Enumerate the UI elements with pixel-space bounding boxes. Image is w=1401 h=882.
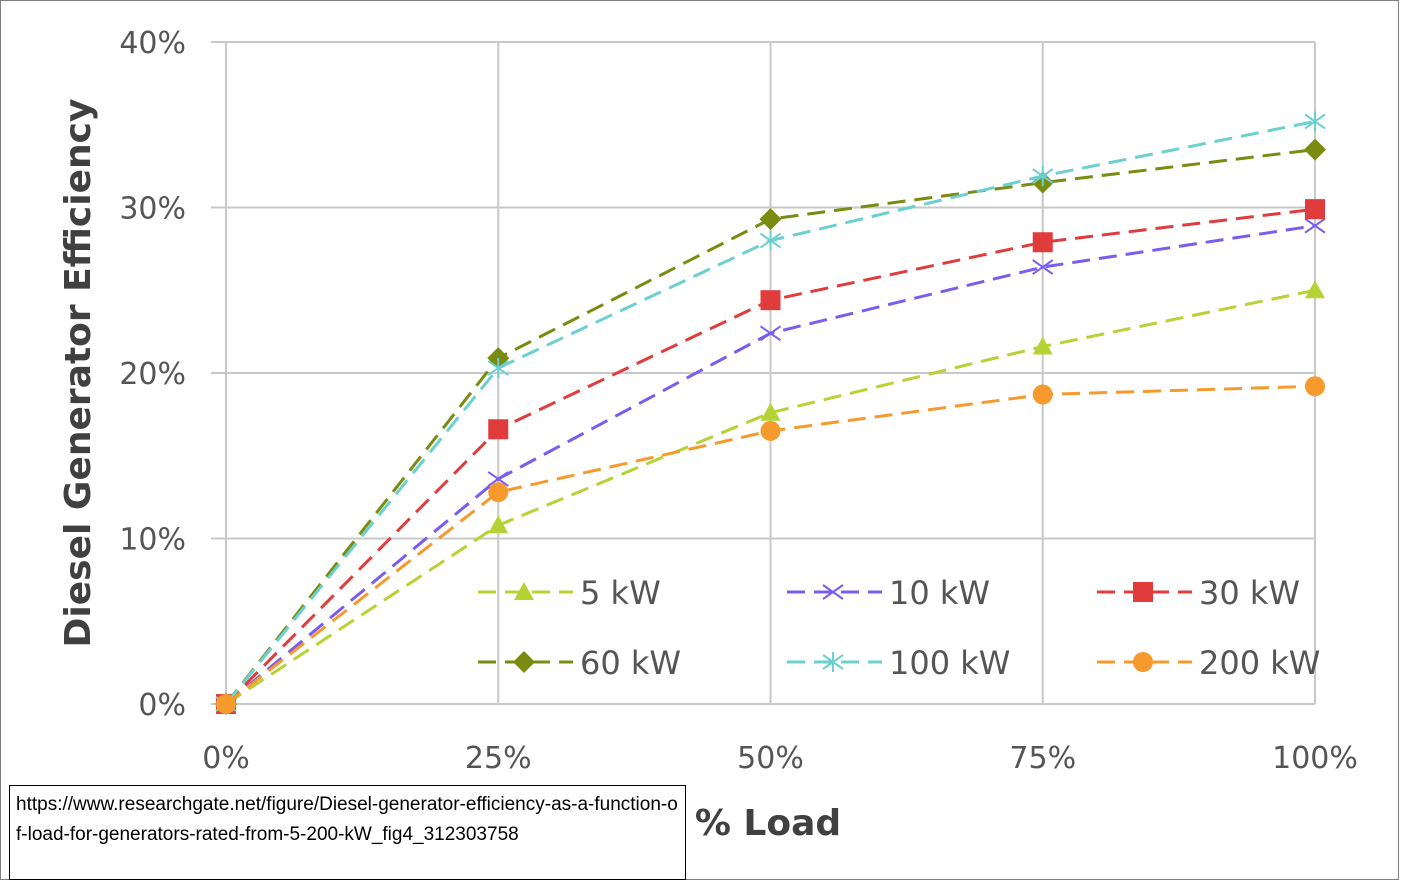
data-point-60-kw	[759, 208, 782, 231]
data-point-30-kw	[1305, 199, 1325, 220]
data-point-10-kw	[1032, 259, 1054, 275]
legend-marker	[822, 584, 844, 600]
data-point-5-kw	[488, 515, 509, 534]
data-point-60-kw	[1304, 138, 1326, 161]
x-tick-label: 0%	[202, 741, 250, 776]
legend-item-200-kw: 200 kW	[1097, 644, 1320, 682]
x-tick-label: 100%	[1272, 741, 1358, 776]
y-tick-label: 10%	[119, 523, 186, 558]
data-point-10-kw	[759, 325, 782, 342]
data-point-200-kw	[216, 694, 236, 714]
legend-label: 5 kW	[580, 574, 661, 612]
data-point-30-kw	[760, 290, 781, 311]
data-point-200-kw	[488, 482, 509, 503]
legend-marker	[822, 652, 844, 672]
y-tick-label: 0%	[138, 688, 186, 723]
legend-item-60-kw: 60 kW	[478, 644, 681, 682]
legend-marker	[1133, 582, 1153, 602]
data-point-30-kw	[1032, 232, 1053, 253]
y-tick-label: 40%	[119, 26, 186, 61]
y-tick-label: 30%	[119, 192, 186, 227]
data-point-5-kw	[760, 402, 781, 421]
legend-item-10-kw: 10 kW	[787, 574, 990, 612]
legend-label: 10 kW	[889, 574, 990, 612]
source-note: https://www.researchgate.net/figure/Dies…	[9, 785, 686, 880]
data-point-200-kw	[1032, 384, 1053, 405]
data-point-100-kw	[1304, 111, 1326, 132]
y-tick-label: 20%	[119, 357, 186, 392]
legend-item-5-kw: 5 kW	[478, 574, 661, 612]
data-point-100-kw	[759, 230, 782, 251]
data-point-200-kw	[760, 420, 781, 441]
legend-marker	[514, 582, 534, 600]
legend-marker	[1133, 652, 1153, 672]
series-line-5-kw	[225, 288, 1316, 706]
x-tick-label: 75%	[1009, 741, 1076, 776]
data-point-200-kw	[1305, 376, 1325, 397]
legend-item-30-kw: 30 kW	[1097, 574, 1300, 612]
data-point-10-kw	[487, 471, 509, 487]
data-point-5-kw	[1032, 336, 1053, 355]
legend-label: 100 kW	[889, 644, 1010, 682]
x-tick-label: 25%	[465, 741, 532, 776]
legend-label: 30 kW	[1199, 574, 1300, 612]
legend-label: 200 kW	[1199, 644, 1320, 682]
legend-marker	[513, 651, 535, 673]
y-axis-title: Diesel Generator Efficiency	[58, 99, 99, 648]
data-point-100-kw	[1032, 166, 1054, 187]
x-tick-label: 50%	[737, 741, 804, 776]
data-point-5-kw	[1305, 280, 1325, 299]
data-point-30-kw	[488, 419, 509, 440]
data-point-10-kw	[1304, 217, 1326, 234]
legend-label: 60 kW	[580, 644, 681, 682]
legend-item-100-kw: 100 kW	[787, 644, 1010, 682]
x-axis-title: % Load	[695, 803, 841, 844]
data-point-100-kw	[487, 358, 509, 379]
